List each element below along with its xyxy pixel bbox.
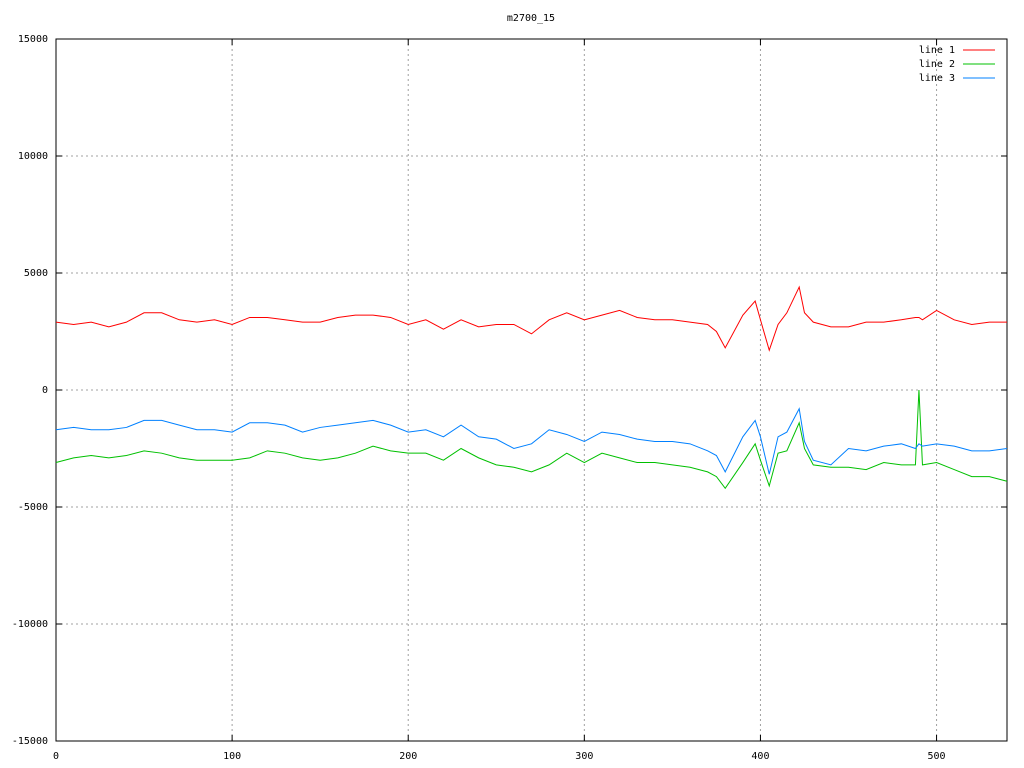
x-tick-label: 200: [399, 751, 417, 762]
chart-title: m2700_15: [507, 13, 555, 24]
x-tick-label: 100: [223, 751, 241, 762]
x-tick-label: 400: [751, 751, 769, 762]
line-series: [55, 389, 1008, 490]
x-tick-label: 0: [53, 751, 59, 762]
y-tick-label: 10000: [18, 151, 48, 162]
y-tick-label: 5000: [24, 268, 48, 279]
y-tick-label: -5000: [18, 502, 48, 513]
line-series: [55, 285, 1007, 352]
legend-label: line 3: [919, 73, 955, 84]
legend-label: line 2: [919, 59, 955, 70]
legend-label: line 1: [919, 45, 955, 56]
x-tick-label: 300: [575, 751, 593, 762]
x-tick-label: 500: [928, 751, 946, 762]
plot-border: [55, 38, 1008, 742]
y-tick-label: -10000: [12, 619, 48, 630]
y-tick-label: 0: [42, 385, 48, 396]
y-tick-label: 15000: [18, 34, 48, 45]
line-series: [55, 407, 1008, 475]
y-tick-label: -15000: [12, 736, 48, 747]
